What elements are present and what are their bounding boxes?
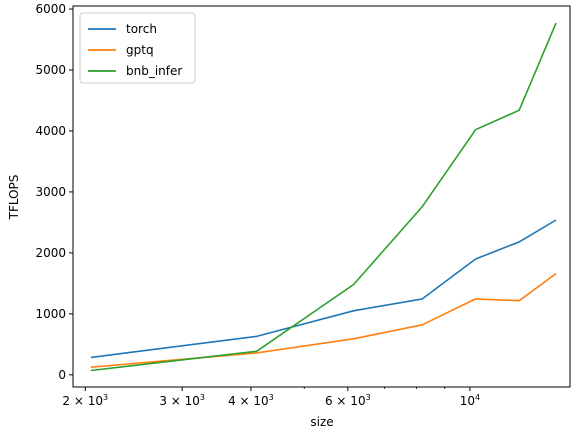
x-tick-label: 104 [460, 393, 480, 408]
x-tick-label: 2 × 103 [62, 393, 108, 408]
y-axis-ticks: 0 1000 2000 3000 4000 5000 6000 [35, 2, 73, 382]
y-axis-label: TFLOPS [7, 175, 21, 221]
y-tick-label: 6000 [35, 2, 66, 16]
series-layer [90, 22, 557, 372]
x-axis-label: size [310, 415, 333, 429]
x-tick-label: 6 × 103 [325, 393, 371, 408]
y-tick-label: 3000 [35, 185, 66, 199]
y-tick-label: 2000 [35, 246, 66, 260]
legend-label-gptq: gptq [126, 43, 154, 57]
legend-box [79, 12, 196, 84]
legend-label-bnb_infer: bnb_infer [126, 64, 182, 78]
x-axis-ticks: 2 × 103 3 × 103 4 × 103 6 × 103 104 [62, 387, 480, 408]
x-tick-label: 3 × 103 [159, 393, 205, 408]
legend-label-torch: torch [126, 22, 157, 36]
series-line-gptq [90, 272, 557, 368]
y-tick-label: 1000 [35, 307, 66, 321]
legend: torch gptq bnb_infer [79, 12, 196, 84]
x-tick-label: 4 × 103 [228, 393, 274, 408]
series-line-torch [90, 219, 557, 359]
y-tick-label: 5000 [35, 63, 66, 77]
series-line-bnb_infer [90, 22, 557, 372]
y-tick-label: 4000 [35, 124, 66, 138]
y-tick-label: 0 [58, 368, 66, 382]
